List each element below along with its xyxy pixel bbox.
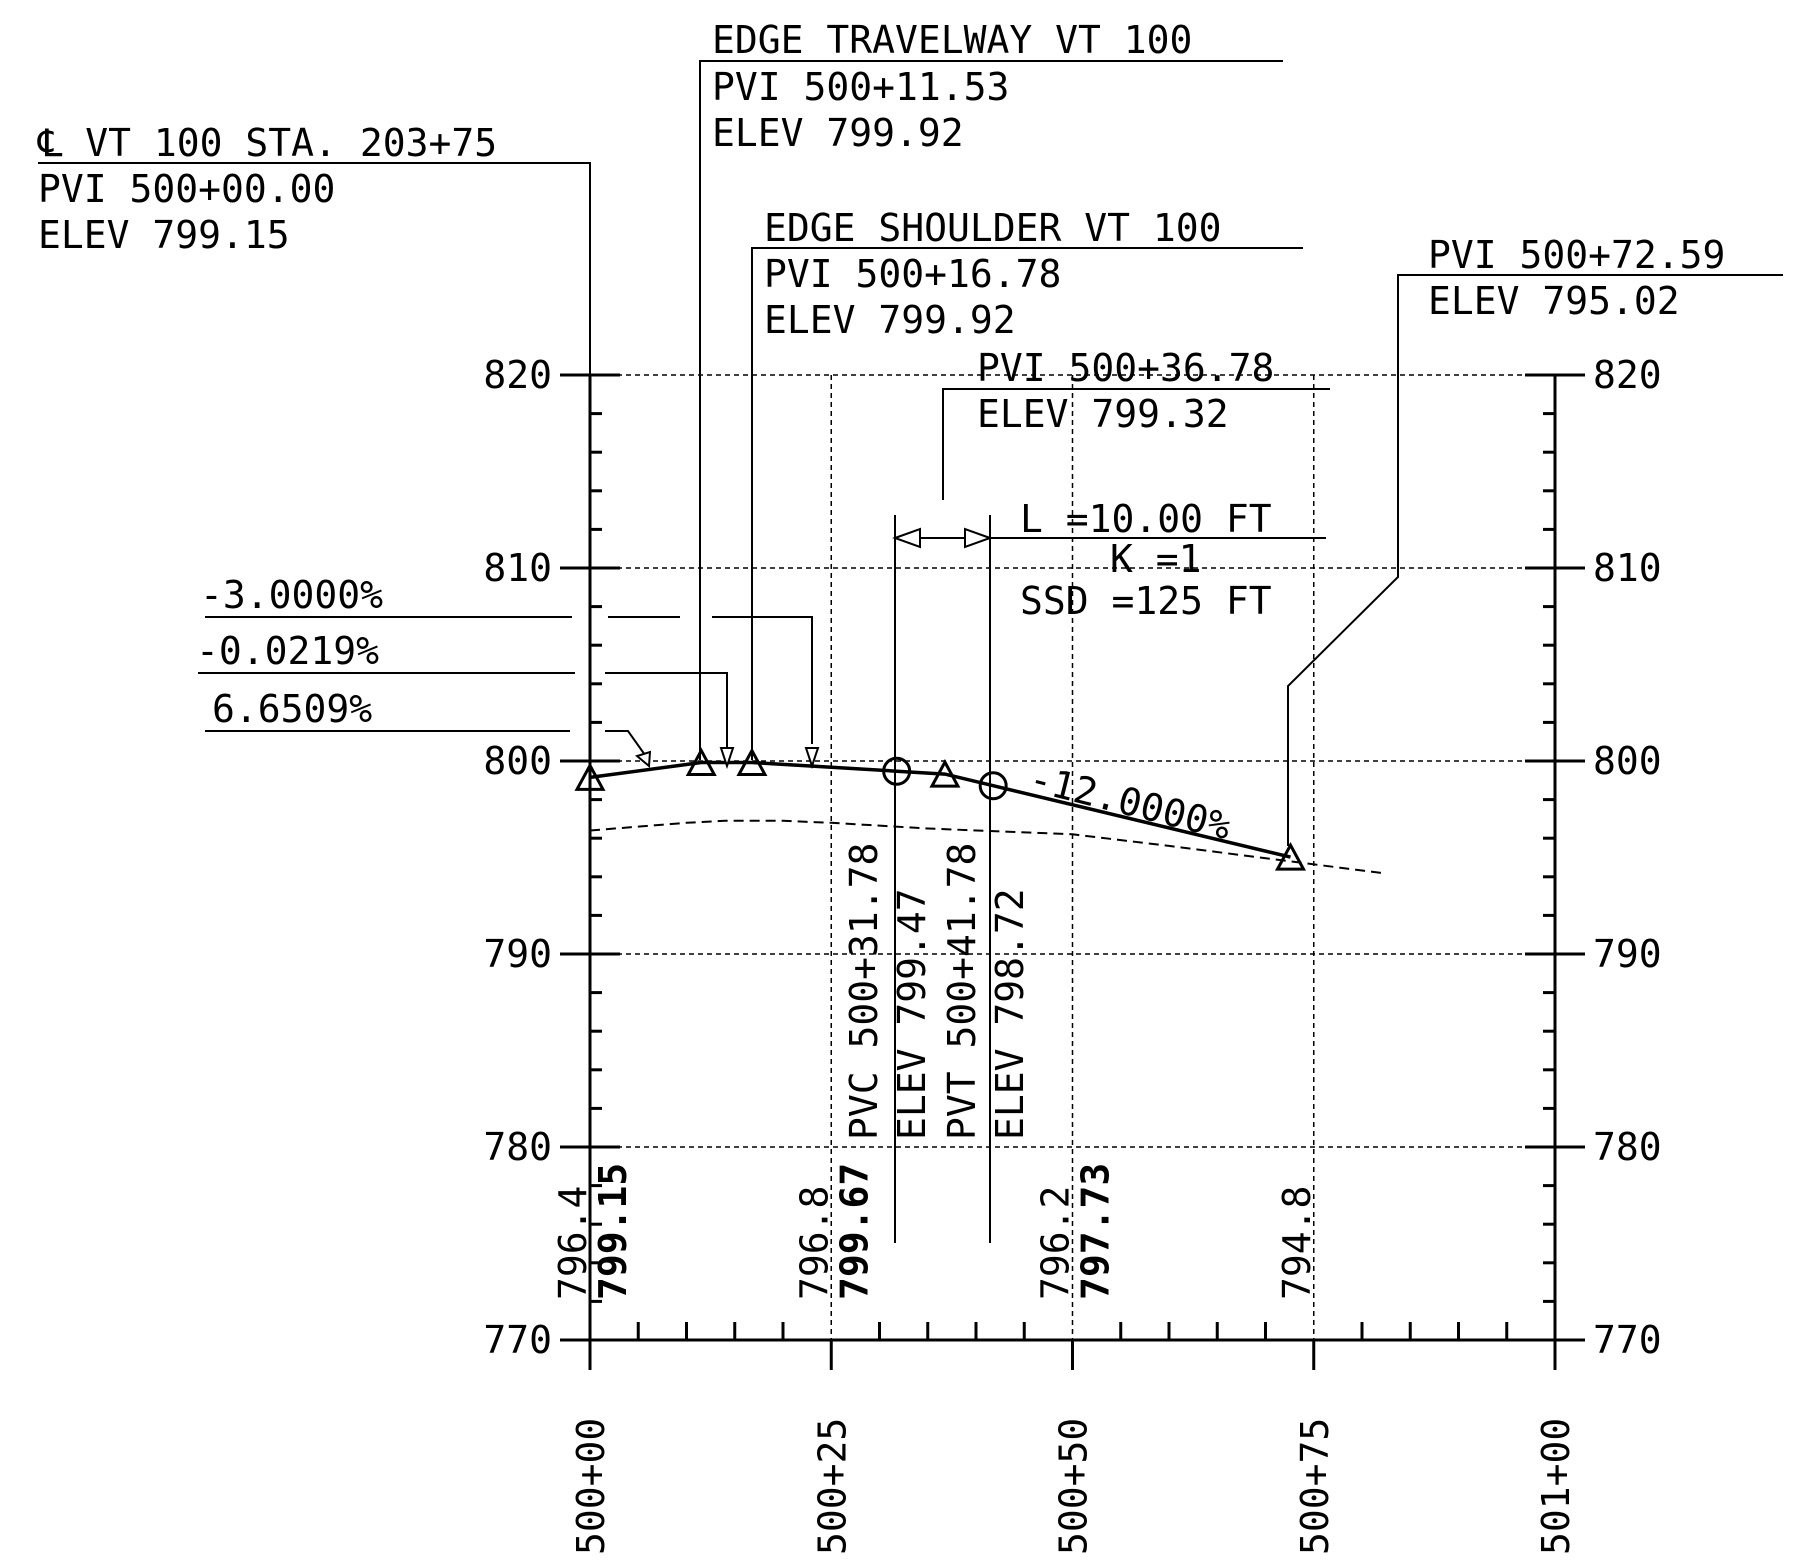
pvi-triangle-marker — [736, 747, 768, 777]
y-tick-label-right: 790 — [1593, 932, 1662, 976]
proposed-elev-value: 799.67 — [832, 1163, 876, 1300]
y-tick-label-left: 780 — [483, 1125, 552, 1169]
y-tick-label-left: 810 — [483, 546, 552, 590]
pvt-station: PVT 500+41.78 — [940, 843, 984, 1140]
y-tick-label-right: 810 — [1593, 546, 1662, 590]
curve-k: K =1 — [1110, 537, 1202, 581]
grade-label-4: -12.0000% — [1025, 756, 1236, 849]
grade-label-3: 6.6509% — [212, 687, 372, 731]
proposed-profile-line — [589, 760, 1291, 859]
existing-ground-line — [589, 819, 1382, 874]
tick-labels: 770 770 780 780 790 790 800 800 810 810 820 820 500+… — [483, 353, 1661, 1555]
proposed-elev-value: 797.73 — [1074, 1163, 1118, 1300]
existing-elev-value: 796.2 — [1034, 1186, 1078, 1300]
pvc-elev: ELEV 799.47 — [890, 888, 934, 1140]
y-tick-label-right: 800 — [1593, 739, 1662, 783]
edge-shoulder-title: EDGE SHOULDER VT 100 — [764, 206, 1222, 250]
centerline-elev: ELEV 799.15 — [38, 213, 290, 257]
y-tick-label-left: 790 — [483, 932, 552, 976]
annotation-text: ℄ VT 100 STA. 203+75 PVI 500+00.00 ELEV … — [37, 18, 1725, 1140]
y-tick-label-right: 770 — [1593, 1318, 1662, 1362]
y-tick-label-left: 770 — [483, 1318, 552, 1362]
grade-label-1: -3.0000% — [200, 573, 383, 617]
edge-travelway-elev: ELEV 799.92 — [712, 111, 964, 155]
centerline-pvi: PVI 500+00.00 — [38, 167, 335, 211]
existing-elev-value: 796.4 — [551, 1186, 595, 1300]
axes — [560, 373, 1585, 1370]
edge-shoulder-elev: ELEV 799.92 — [764, 298, 1016, 342]
end-pvi-station: PVI 500+72.59 — [1428, 233, 1725, 277]
curve-length: L =10.00 FT — [1020, 497, 1272, 541]
y-tick-label-left: 820 — [483, 353, 552, 397]
x-tick-label: 500+50 — [1052, 1418, 1096, 1555]
x-tick-label: 500+75 — [1293, 1418, 1337, 1555]
curve-point-circle — [978, 771, 1008, 801]
x-tick-label: 500+00 — [569, 1418, 613, 1555]
y-tick-label-left: 800 — [483, 739, 552, 783]
mid-pvi-elev: ELEV 799.32 — [977, 392, 1229, 436]
annotation-arrows — [634, 527, 993, 770]
x-tick-label: 501+00 — [1534, 1418, 1578, 1555]
pvi-triangle-marker — [574, 762, 606, 791]
pvi-triangle-marker — [685, 747, 717, 777]
existing-elev-value: 796.8 — [792, 1186, 836, 1300]
pvi-triangle-marker — [929, 758, 961, 788]
edge-shoulder-pvi: PVI 500+16.78 — [764, 252, 1061, 296]
existing-elev-value: 794.8 — [1275, 1186, 1319, 1300]
pvi-triangle-marker — [1274, 841, 1307, 871]
y-tick-label-right: 780 — [1593, 1125, 1662, 1169]
grade-label-2: -0.0219% — [196, 629, 379, 673]
profile-markers — [574, 747, 1307, 871]
edge-travelway-title: EDGE TRAVELWAY VT 100 — [712, 18, 1192, 62]
edge-travelway-pvi: PVI 500+11.53 — [712, 65, 1009, 109]
x-tick-label: 500+25 — [810, 1418, 854, 1555]
curve-point-circle — [882, 756, 912, 786]
curve-ssd: SSD =125 FT — [1020, 579, 1272, 623]
mid-pvi-station: PVI 500+36.78 — [977, 346, 1274, 390]
end-pvi-elev: ELEV 795.02 — [1428, 279, 1680, 323]
y-tick-label-right: 820 — [1593, 353, 1662, 397]
proposed-elev-value: 799.15 — [591, 1163, 635, 1300]
pvt-elev: ELEV 798.72 — [988, 888, 1032, 1140]
centerline-title: ℄ VT 100 STA. 203+75 — [37, 121, 497, 165]
pvc-station: PVC 500+31.78 — [842, 843, 886, 1140]
annotation-leaders — [38, 60, 1783, 1243]
